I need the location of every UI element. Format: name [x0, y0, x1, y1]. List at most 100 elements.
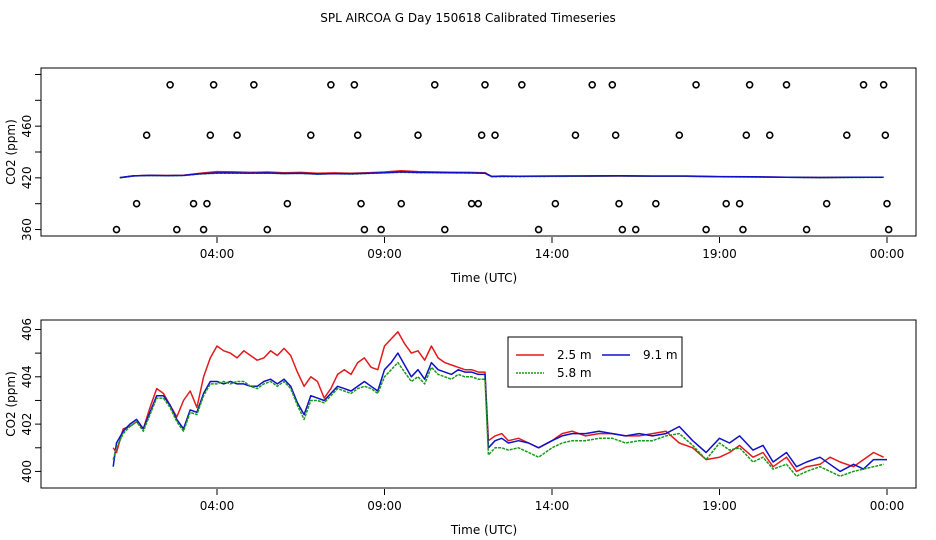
top-panel-point-29	[491, 131, 499, 139]
bottom-panel-x-tick-label-3: 19:00	[702, 499, 737, 513]
bottom-panel-y-tick-label-4: 404	[20, 365, 34, 388]
top-panel-x-axis: 04:00 09:00 14:00 19:00 00:00	[200, 237, 905, 261]
top-panel-point-13	[283, 199, 292, 208]
bottom-panel-x-tick-label-1: 09:00	[367, 499, 402, 513]
top-panel-x-tick-label-3: 19:00	[702, 247, 737, 261]
top-panel-point-52	[822, 199, 831, 208]
top-panel-point-41	[675, 131, 684, 139]
top-panel-point-57	[883, 199, 891, 208]
top-panel-point-19	[360, 225, 369, 234]
top-panel-point-35	[608, 81, 617, 89]
bottom-panel-x-tick-label-2: 14:00	[535, 499, 570, 513]
top-panel-point-25	[467, 199, 476, 208]
top-panel-point-20	[377, 225, 385, 234]
top-panel-x-tick-label-1: 09:00	[367, 247, 402, 261]
top-panel-point-26	[474, 199, 483, 208]
top-panel-point-6	[199, 225, 208, 234]
top-panel-y-axis: 360 420 460	[20, 73, 41, 241]
top-panel-point-36	[611, 131, 620, 139]
top-panel-x-tick-label-0: 04:00	[200, 247, 235, 261]
top-panel-point-15	[327, 81, 335, 89]
top-panel-point-39	[631, 225, 640, 234]
top-panel-point-45	[735, 199, 744, 208]
bottom-panel-co2-timeseries: 04:00 09:00 14:00 19:00 00:00 400 402 404 406 T…	[4, 318, 917, 537]
bottom-panel-lines	[112, 331, 887, 477]
top-panel-point-48	[745, 81, 754, 89]
top-panel-point-14	[306, 131, 315, 139]
legend-label-5-8m: 5.8 m	[557, 366, 592, 380]
top-panel-point-27	[477, 131, 486, 139]
top-panel-point-51	[802, 225, 811, 234]
top-panel-y-label: CO2 (ppm)	[4, 119, 18, 185]
top-panel-point-2	[142, 131, 151, 139]
bottom-panel-y-axis: 400 402 404 406	[20, 318, 41, 483]
top-panel-point-10	[233, 131, 241, 139]
top-panel-points	[112, 81, 893, 234]
top-panel-point-44	[722, 199, 731, 208]
bottom-panel-y-tick-label-2: 402	[20, 413, 34, 436]
top-panel-point-11	[250, 81, 258, 89]
top-panel-point-43	[702, 225, 710, 234]
top-panel-point-0	[112, 225, 121, 234]
top-panel-y-tick-label-2: 420	[20, 166, 34, 189]
top-panel-point-7	[203, 199, 211, 208]
top-panel-point-33	[571, 131, 580, 139]
top-panel-point-49	[765, 131, 774, 139]
page-title: SPL AIRCOA G Day 150618 Calibrated Times…	[320, 11, 615, 25]
bottom-panel-series-2-5-m	[112, 331, 884, 473]
top-panel-point-38	[618, 225, 627, 234]
top-panel-point-46	[739, 225, 747, 234]
bottom-panel-y-tick-label-6: 406	[20, 318, 34, 341]
bottom-panel-y-tick-label-0: 400	[20, 460, 34, 483]
bottom-panel-x-tick-label-0: 04:00	[200, 499, 235, 513]
top-panel-point-31	[534, 225, 543, 234]
bottom-panel-series-9-1-m	[112, 352, 887, 473]
top-panel-x-tick-label-2: 14:00	[535, 247, 570, 261]
top-panel-point-28	[481, 81, 489, 89]
top-panel-point-17	[353, 131, 362, 139]
top-panel-point-47	[742, 131, 751, 139]
top-panel-point-23	[430, 81, 439, 89]
top-panel-point-4	[173, 225, 181, 234]
top-panel-point-55	[879, 81, 888, 89]
top-panel-point-9	[209, 81, 218, 89]
top-panel-lines	[119, 169, 884, 179]
top-panel-y-tick-label-4: 460	[20, 115, 34, 138]
top-panel-point-53	[842, 131, 851, 139]
top-panel-co2-timeseries: 04:00 09:00 14:00 19:00 00:00 360 420 460 Time…	[4, 67, 917, 285]
legend-label-9-1m: 9.1 m	[643, 348, 678, 362]
top-panel-point-42	[692, 81, 700, 89]
top-panel-point-40	[652, 199, 660, 208]
bottom-panel-frame	[40, 319, 917, 489]
top-panel-point-32	[551, 199, 560, 208]
bottom-panel-x-label: Time (UTC)	[450, 523, 517, 537]
top-panel-y-tick-label-0: 360	[20, 218, 34, 241]
top-panel-point-54	[859, 81, 868, 89]
top-panel-x-label: Time (UTC)	[450, 271, 517, 285]
top-panel-point-12	[263, 225, 272, 234]
bottom-panel-x-tick-label-4: 00:00	[870, 499, 905, 513]
top-panel-point-34	[588, 81, 597, 89]
top-panel-point-16	[350, 81, 359, 89]
top-panel-point-50	[782, 81, 791, 89]
legend-box	[507, 336, 683, 388]
top-panel-point-37	[615, 199, 623, 208]
top-panel-point-30	[518, 81, 526, 89]
top-panel-point-24	[440, 225, 449, 234]
top-panel-x-tick-label-4: 00:00	[870, 247, 905, 261]
top-panel-point-58	[884, 225, 893, 234]
top-panel-point-5	[189, 199, 198, 208]
bottom-panel-series-5-8-m	[112, 361, 884, 477]
bottom-panel-legend: 2.5 m 9.1 m 5.8 m	[507, 336, 683, 388]
top-panel-point-8	[206, 131, 215, 139]
top-panel-point-1	[132, 199, 141, 208]
top-panel-frame	[40, 67, 917, 237]
top-panel-point-56	[881, 131, 890, 139]
top-panel-point-18	[357, 199, 365, 208]
legend-label-2-5m: 2.5 m	[557, 348, 592, 362]
top-panel-point-21	[397, 199, 406, 208]
top-panel-point-3	[166, 81, 174, 89]
bottom-panel-x-axis: 04:00 09:00 14:00 19:00 00:00	[200, 489, 905, 513]
bottom-panel-y-label: CO2 (ppm)	[4, 371, 18, 437]
